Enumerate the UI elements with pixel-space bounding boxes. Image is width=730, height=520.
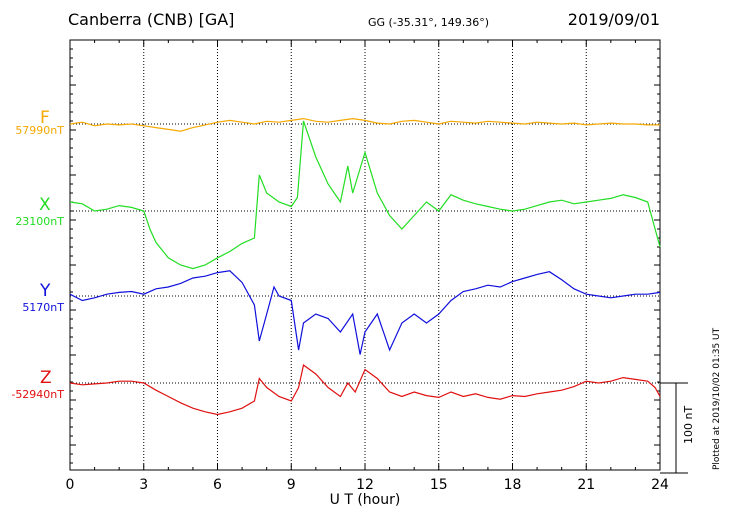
series-line-f: [69, 117, 660, 132]
x-tick-label: 0: [66, 477, 75, 493]
geographic-coordinates: GG (-35.31°, 149.36°): [368, 16, 490, 29]
x-tick-label: 24: [651, 477, 669, 493]
series-baseline-x: 23100nT: [15, 215, 64, 228]
x-tick-label: 9: [287, 477, 296, 493]
plotted-timestamp: Plotted at 2019/10/02 01:35 UT: [712, 327, 722, 470]
x-axis-label: U T (hour): [330, 492, 401, 508]
x-tick-label: 21: [577, 477, 595, 493]
series-baseline-z: -52940nT: [11, 388, 64, 401]
series-name-f: F: [40, 108, 50, 128]
series-name-z: Z: [40, 368, 52, 388]
station-title: Canberra (CNB) [GA]: [68, 10, 235, 29]
scale-bar-label: 100 nT: [682, 405, 695, 444]
x-tick-label: 18: [504, 477, 522, 493]
series-name-y: Y: [40, 281, 51, 301]
series-line-x: [69, 120, 661, 270]
series-line-y: [69, 270, 661, 355]
x-tick-label: 12: [356, 477, 374, 493]
series-baseline-y: 5170nT: [22, 301, 64, 314]
x-tick-label: 3: [139, 477, 148, 493]
plot-date: 2019/09/01: [567, 10, 660, 29]
plot-frame: [69, 39, 661, 471]
series-baseline-f: 57990nT: [15, 124, 64, 137]
x-tick-label: 15: [430, 477, 448, 493]
series-name-x: X: [39, 195, 51, 215]
x-tick-label: 6: [213, 477, 222, 493]
series-line-z: [69, 363, 661, 416]
